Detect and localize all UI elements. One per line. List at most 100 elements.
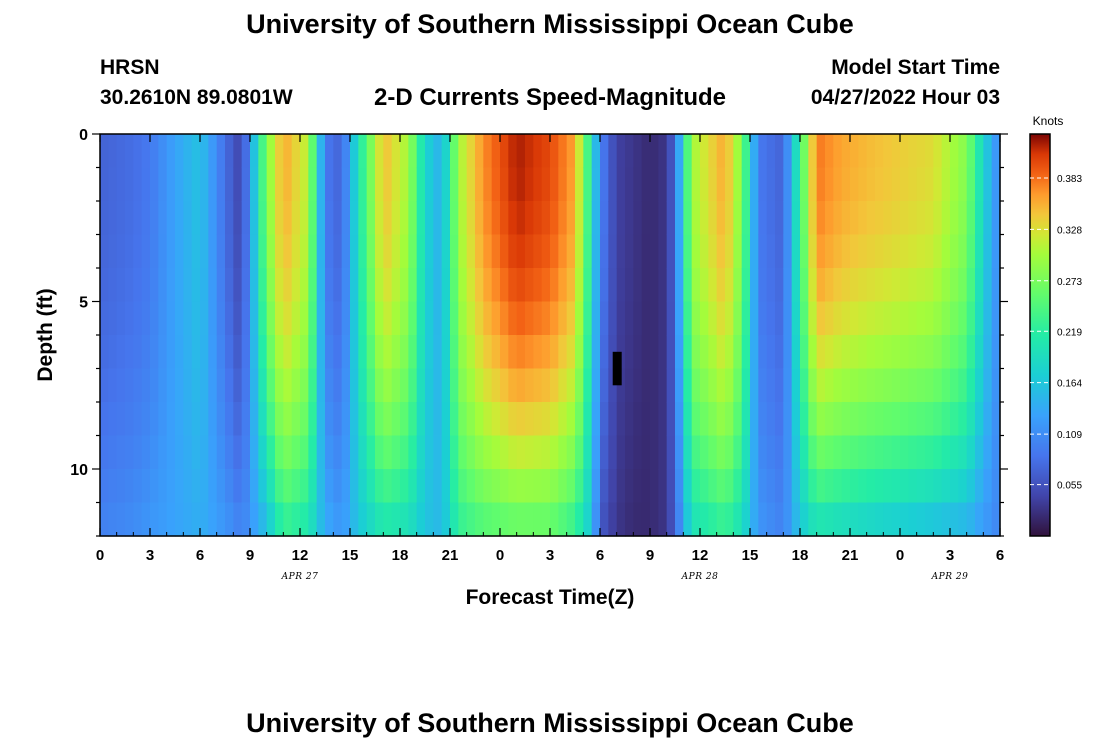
heatmap-cell	[558, 201, 568, 236]
heatmap-cell	[441, 167, 451, 202]
x-tick-label: 0	[96, 547, 104, 564]
missing-data-cell	[612, 351, 622, 386]
heatmap-cell	[950, 368, 959, 403]
heatmap-cell	[916, 268, 926, 303]
heatmap-cell	[783, 301, 793, 336]
heatmap-cell	[825, 402, 834, 437]
heatmap-cell	[300, 134, 309, 169]
heatmap-cell	[966, 134, 976, 169]
heatmap-cell	[258, 402, 268, 437]
heatmap-cell	[658, 234, 668, 269]
heatmap-cell	[358, 134, 368, 169]
heatmap-cell	[533, 134, 543, 169]
heatmap-cell	[833, 402, 843, 437]
heatmap-cell	[266, 167, 276, 202]
heatmap-cell	[158, 134, 168, 169]
heatmap-cell	[591, 234, 601, 269]
heatmap-cell	[125, 335, 134, 370]
heatmap-cell	[933, 435, 943, 470]
heatmap-cell	[733, 268, 743, 303]
heatmap-cell	[141, 469, 151, 504]
heatmap-cell	[866, 301, 876, 336]
heatmap-cell	[316, 201, 326, 236]
heatmap-cell	[208, 368, 218, 403]
heatmap-cell	[975, 335, 984, 370]
heatmap-cell	[641, 167, 651, 202]
heatmap-cell	[275, 234, 284, 269]
heatmap-cell	[225, 201, 234, 236]
heatmap-cell	[691, 435, 701, 470]
heatmap-cell	[300, 234, 309, 269]
heatmap-cell	[783, 469, 793, 504]
heatmap-cell	[266, 234, 276, 269]
heatmap-cell	[233, 402, 243, 437]
heatmap-cell	[283, 301, 293, 336]
heatmap-cell	[566, 268, 576, 303]
heatmap-cell	[216, 368, 226, 403]
heatmap-cell	[216, 268, 226, 303]
heatmap-cell	[716, 368, 726, 403]
heatmap-cell	[658, 201, 668, 236]
heatmap-cell	[325, 268, 334, 303]
heatmap-cell	[691, 201, 701, 236]
heatmap-cell	[233, 301, 243, 336]
heatmap-cell	[350, 469, 359, 504]
heatmap-cell	[591, 134, 601, 169]
heatmap-cell	[275, 301, 284, 336]
colorbar: Knots 0.383 0.328 0.273 0.219 0.164 0.109 0.05…	[1029, 114, 1082, 537]
heatmap-cell	[558, 502, 568, 537]
heatmap-cell	[708, 368, 718, 403]
heatmap-cell	[650, 469, 659, 504]
heatmap-cell	[408, 134, 418, 169]
heatmap-cell	[975, 502, 984, 537]
heatmap-cell	[558, 469, 568, 504]
heatmap-cell	[958, 234, 968, 269]
heatmap-cell	[491, 134, 501, 169]
heatmap-cell	[233, 201, 243, 236]
heatmap-cell	[300, 268, 309, 303]
heatmap-cell	[433, 502, 443, 537]
heatmap-cell	[408, 435, 418, 470]
heatmap-cell	[708, 335, 718, 370]
heatmap-cell	[366, 301, 376, 336]
heatmap-cell	[308, 402, 318, 437]
heatmap-cell	[925, 469, 934, 504]
heatmap-cell	[475, 134, 484, 169]
heatmap-cell	[450, 502, 459, 537]
heatmap-cell	[416, 167, 426, 202]
heatmap-cell	[175, 134, 184, 169]
heatmap-cell	[558, 335, 568, 370]
heatmap-cell	[800, 167, 809, 202]
heatmap-cell	[241, 201, 251, 236]
heatmap-cell	[766, 301, 776, 336]
heatmap-cell	[983, 368, 993, 403]
heatmap-cell	[708, 201, 718, 236]
heatmap-cell	[691, 167, 701, 202]
heatmap-cell	[541, 268, 551, 303]
heatmap-cell	[900, 335, 909, 370]
heatmap-cell	[358, 167, 368, 202]
heatmap-cell	[675, 368, 684, 403]
heatmap-cell	[891, 268, 901, 303]
heatmap-cell	[683, 134, 693, 169]
heatmap-cell	[833, 134, 843, 169]
heatmap-cell	[408, 201, 418, 236]
heatmap-cell	[150, 502, 159, 537]
heatmap-cell	[383, 167, 393, 202]
heatmap-cell	[483, 469, 493, 504]
heatmap-cell	[275, 402, 284, 437]
heatmap-cell	[650, 502, 659, 537]
heatmap-cell	[791, 234, 801, 269]
heatmap-cell	[850, 201, 859, 236]
heatmap-cell	[458, 301, 468, 336]
heatmap-cell	[908, 201, 918, 236]
heatmap-cell	[100, 234, 109, 269]
heatmap-cell	[725, 502, 734, 537]
heatmap-cell	[500, 134, 509, 169]
heatmap-cell	[116, 301, 126, 336]
heatmap-cell	[425, 201, 434, 236]
heatmap-cell	[858, 402, 868, 437]
heatmap-cell	[808, 234, 818, 269]
heatmap-cell	[775, 402, 784, 437]
heatmap-cell	[183, 502, 193, 537]
